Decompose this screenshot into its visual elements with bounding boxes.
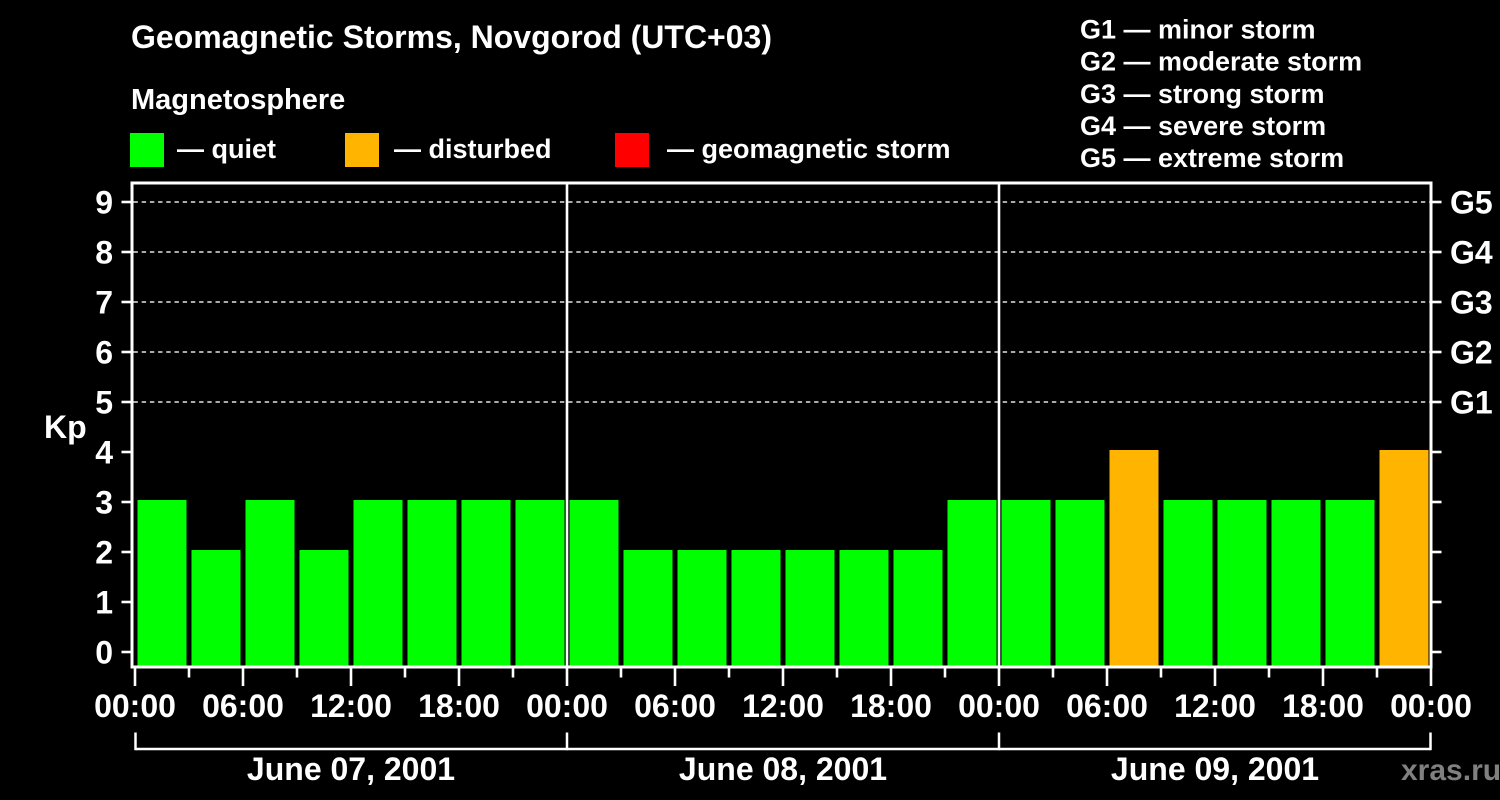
svg-text:8: 8 [95,235,113,271]
svg-text:3: 3 [95,485,113,521]
svg-text:G4: G4 [1450,235,1493,271]
svg-text:5: 5 [95,385,113,421]
svg-text:June 07, 2001: June 07, 2001 [247,751,455,787]
svg-text:18:00: 18:00 [1282,688,1364,724]
svg-text:G5 — extreme storm: G5 — extreme storm [1080,143,1344,173]
svg-text:4: 4 [95,435,113,471]
svg-text:18:00: 18:00 [418,688,500,724]
svg-text:6: 6 [95,335,113,371]
svg-text:00:00: 00:00 [526,688,608,724]
svg-text:0: 0 [95,635,113,671]
svg-text:00:00: 00:00 [94,688,176,724]
svg-text:xras.ru: xras.ru [1401,754,1500,787]
svg-text:Kp: Kp [44,409,87,445]
svg-text:G1 — minor storm: G1 — minor storm [1080,15,1316,45]
svg-text:12:00: 12:00 [742,688,824,724]
svg-text:— disturbed: — disturbed [394,134,552,164]
svg-text:G1: G1 [1450,385,1493,421]
svg-text:18:00: 18:00 [850,688,932,724]
svg-text:12:00: 12:00 [1174,688,1256,724]
svg-text:— quiet: — quiet [177,134,276,164]
svg-text:06:00: 06:00 [202,688,284,724]
svg-text:00:00: 00:00 [958,688,1040,724]
svg-text:June 08, 2001: June 08, 2001 [679,751,887,787]
svg-text:06:00: 06:00 [1066,688,1148,724]
svg-text:9: 9 [95,185,113,221]
svg-text:1: 1 [95,585,113,621]
svg-text:00:00: 00:00 [1390,688,1472,724]
svg-text:G2: G2 [1450,335,1493,371]
svg-text:G5: G5 [1450,185,1493,221]
svg-text:06:00: 06:00 [634,688,716,724]
svg-text:2: 2 [95,535,113,571]
svg-text:12:00: 12:00 [310,688,392,724]
svg-text:G3: G3 [1450,285,1493,321]
svg-text:June 09, 2001: June 09, 2001 [1111,751,1319,787]
svg-text:7: 7 [95,285,113,321]
svg-text:Magnetosphere: Magnetosphere [131,84,345,116]
svg-text:G3 — strong storm: G3 — strong storm [1080,79,1325,109]
svg-text:Geomagnetic Storms, Novgorod (: Geomagnetic Storms, Novgorod (UTC+03) [131,19,772,55]
svg-text:G4 — severe storm: G4 — severe storm [1080,111,1326,141]
svg-text:— geomagnetic storm: — geomagnetic storm [667,134,951,164]
svg-text:G2 — moderate storm: G2 — moderate storm [1080,47,1362,77]
